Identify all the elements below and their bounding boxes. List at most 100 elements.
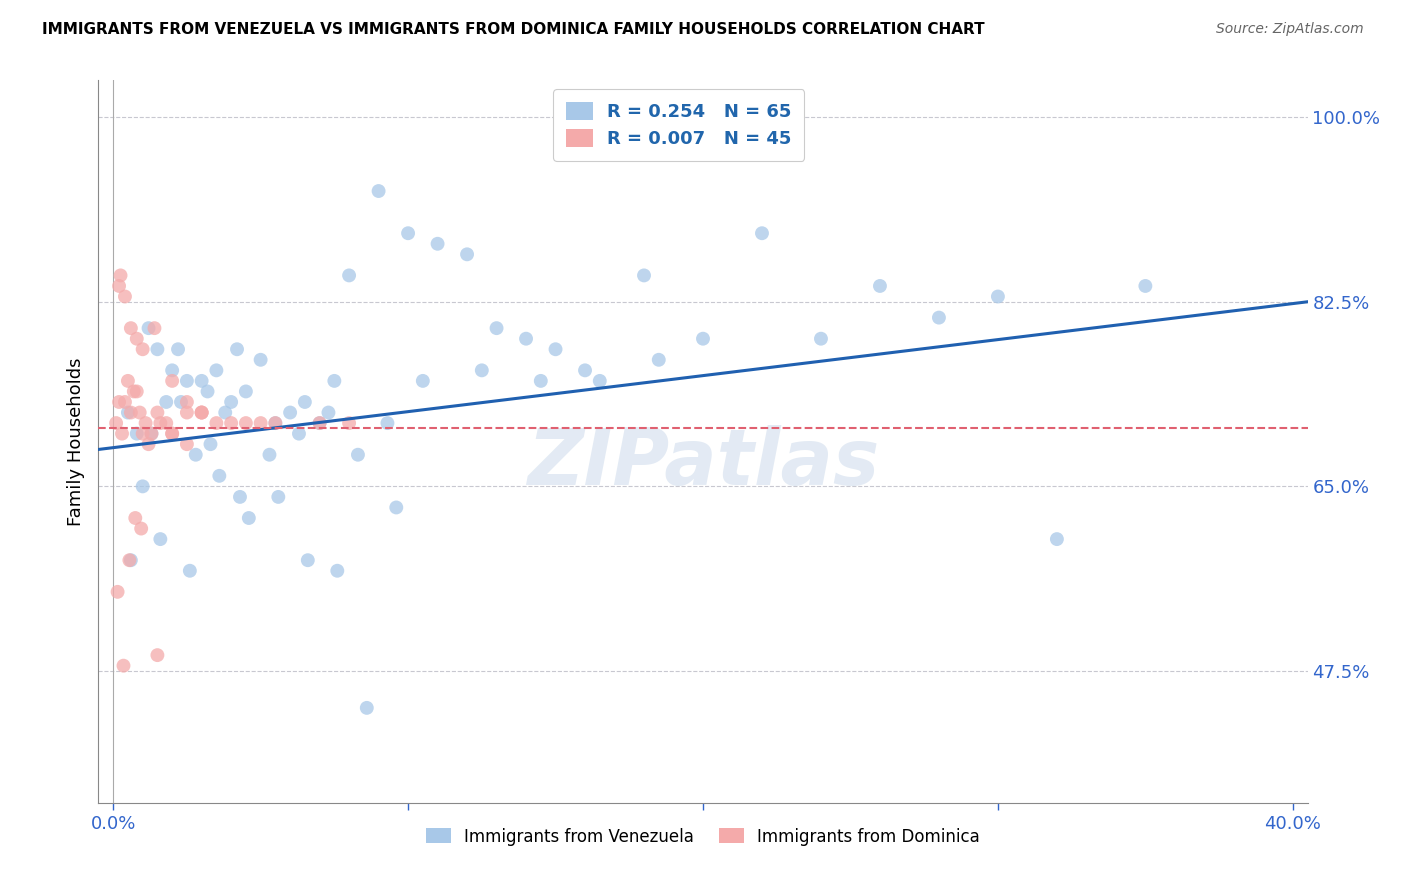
- Point: [589, 374, 612, 388]
- Point: [124, 511, 146, 525]
- Point: [869, 279, 891, 293]
- Point: [149, 416, 172, 430]
- Point: [264, 416, 287, 430]
- Point: [120, 321, 142, 335]
- Point: [155, 416, 177, 430]
- Point: [131, 426, 153, 441]
- Point: [146, 343, 169, 357]
- Text: IMMIGRANTS FROM VENEZUELA VS IMMIGRANTS FROM DOMINICA FAMILY HOUSEHOLDS CORRELAT: IMMIGRANTS FROM VENEZUELA VS IMMIGRANTS …: [42, 22, 984, 37]
- Point: [125, 426, 148, 441]
- Point: [219, 416, 242, 430]
- Point: [205, 416, 228, 430]
- Point: [167, 343, 190, 357]
- Point: [117, 374, 139, 388]
- Point: [278, 405, 301, 419]
- Point: [197, 384, 219, 399]
- Point: [138, 437, 160, 451]
- Point: [131, 479, 153, 493]
- Point: [146, 648, 169, 662]
- Point: [190, 405, 212, 419]
- Point: [200, 437, 222, 451]
- Point: [120, 405, 142, 419]
- Point: [155, 395, 177, 409]
- Point: [648, 352, 671, 367]
- Point: [456, 247, 478, 261]
- Point: [238, 511, 260, 525]
- Y-axis label: Family Households: Family Households: [66, 358, 84, 525]
- Text: Source: ZipAtlas.com: Source: ZipAtlas.com: [1216, 22, 1364, 37]
- Point: [928, 310, 950, 325]
- Point: [149, 532, 172, 546]
- Point: [205, 363, 228, 377]
- Legend: Immigrants from Venezuela, Immigrants from Dominica: Immigrants from Venezuela, Immigrants fr…: [419, 821, 987, 852]
- Point: [219, 395, 242, 409]
- Point: [117, 405, 139, 419]
- Point: [179, 564, 201, 578]
- Point: [544, 343, 567, 357]
- Point: [170, 395, 193, 409]
- Point: [396, 226, 419, 240]
- Point: [141, 426, 163, 441]
- Point: [112, 658, 135, 673]
- Point: [337, 416, 360, 430]
- Point: [114, 289, 136, 303]
- Point: [176, 437, 198, 451]
- Point: [485, 321, 508, 335]
- Point: [131, 343, 153, 357]
- Point: [135, 416, 157, 430]
- Point: [323, 374, 346, 388]
- Point: [367, 184, 389, 198]
- Point: [249, 416, 271, 430]
- Point: [176, 405, 198, 419]
- Point: [108, 395, 131, 409]
- Point: [249, 352, 271, 367]
- Point: [426, 236, 449, 251]
- Point: [111, 426, 134, 441]
- Point: [751, 226, 773, 240]
- Point: [208, 468, 231, 483]
- Point: [160, 374, 183, 388]
- Point: [377, 416, 399, 430]
- Point: [471, 363, 494, 377]
- Point: [128, 405, 150, 419]
- Text: ZIPatlas: ZIPatlas: [527, 425, 879, 501]
- Point: [143, 321, 166, 335]
- Point: [141, 426, 163, 441]
- Point: [337, 268, 360, 283]
- Point: [347, 448, 370, 462]
- Point: [125, 332, 148, 346]
- Point: [214, 405, 236, 419]
- Point: [235, 416, 257, 430]
- Point: [120, 553, 142, 567]
- Point: [264, 416, 287, 430]
- Point: [530, 374, 553, 388]
- Point: [138, 321, 160, 335]
- Point: [574, 363, 596, 377]
- Point: [160, 426, 183, 441]
- Point: [385, 500, 408, 515]
- Point: [308, 416, 330, 430]
- Point: [125, 384, 148, 399]
- Point: [226, 343, 249, 357]
- Point: [356, 701, 378, 715]
- Point: [288, 426, 311, 441]
- Point: [190, 405, 212, 419]
- Point: [987, 289, 1010, 303]
- Point: [515, 332, 537, 346]
- Point: [267, 490, 290, 504]
- Point: [110, 268, 132, 283]
- Point: [190, 374, 212, 388]
- Point: [160, 426, 183, 441]
- Point: [160, 363, 183, 377]
- Point: [108, 279, 131, 293]
- Point: [308, 416, 330, 430]
- Point: [114, 395, 136, 409]
- Point: [107, 585, 129, 599]
- Point: [259, 448, 281, 462]
- Point: [146, 405, 169, 419]
- Point: [235, 384, 257, 399]
- Point: [176, 374, 198, 388]
- Point: [176, 395, 198, 409]
- Point: [633, 268, 655, 283]
- Point: [190, 405, 212, 419]
